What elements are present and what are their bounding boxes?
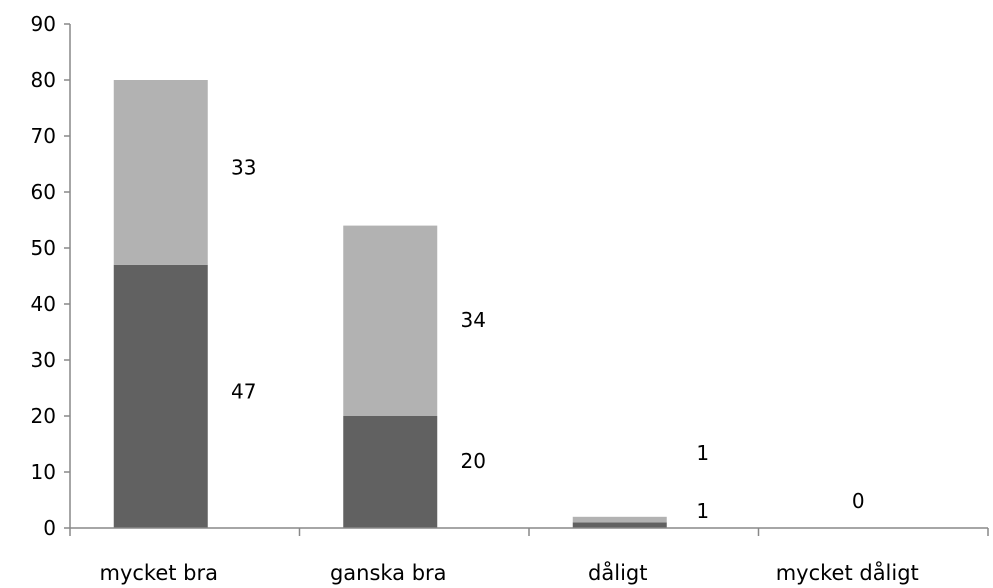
data-label-lower: 0 bbox=[852, 489, 865, 513]
bar-segment-lower bbox=[113, 264, 208, 528]
data-label-lower: 20 bbox=[461, 449, 486, 473]
y-tick-label: 40 bbox=[31, 292, 56, 316]
y-tick-label: 60 bbox=[31, 180, 56, 204]
x-category-label: dåligt bbox=[588, 560, 647, 585]
x-category-label: mycket bra bbox=[99, 561, 218, 585]
y-tick-label: 90 bbox=[31, 12, 56, 36]
y-tick-label: 0 bbox=[43, 516, 56, 540]
y-ticks: 0 10 20 30 40 50 60 70 80 90 bbox=[31, 12, 70, 540]
data-labels: 47 20 1 0 33 34 1 bbox=[231, 155, 865, 523]
y-tick-label: 80 bbox=[31, 68, 56, 92]
data-label-upper: 1 bbox=[696, 441, 709, 465]
bars-layer bbox=[113, 80, 667, 528]
x-category-label: mycket dåligt bbox=[776, 560, 919, 585]
y-tick-label: 10 bbox=[31, 460, 56, 484]
y-tick-label: 30 bbox=[31, 348, 56, 372]
bar-segment-upper bbox=[572, 516, 667, 523]
data-label-lower: 1 bbox=[696, 499, 709, 523]
data-label-upper: 33 bbox=[231, 155, 256, 179]
bar-segment-upper bbox=[113, 80, 208, 265]
bar-segment-upper bbox=[343, 225, 438, 416]
bar-segment-lower bbox=[572, 522, 667, 528]
y-tick-label: 50 bbox=[31, 236, 56, 260]
y-tick-label: 20 bbox=[31, 404, 56, 428]
data-label-lower: 47 bbox=[231, 379, 256, 403]
data-label-upper: 34 bbox=[461, 308, 486, 332]
y-tick-label: 70 bbox=[31, 124, 56, 148]
x-ticks: mycket bra ganska bra dåligt mycket dåligt bbox=[69, 528, 989, 585]
bar-segment-lower bbox=[343, 416, 438, 528]
x-category-label: ganska bra bbox=[330, 561, 447, 585]
